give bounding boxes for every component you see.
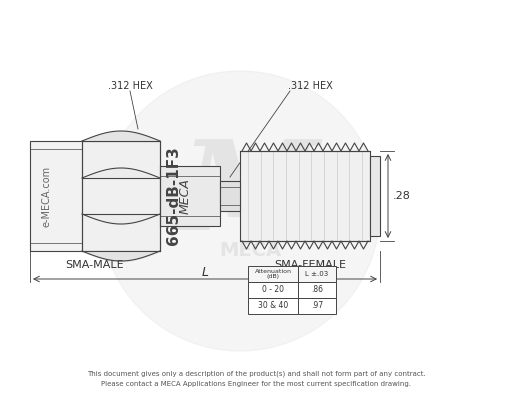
Text: .28: .28	[393, 191, 411, 201]
Text: M: M	[181, 135, 319, 257]
Text: .97: .97	[311, 301, 323, 310]
Text: Attenuation
(dB): Attenuation (dB)	[254, 268, 291, 280]
Bar	[160, 166, 220, 226]
Bar	[248, 298, 298, 314]
Text: MECA: MECA	[219, 242, 281, 261]
Text: SMA-FEMALE: SMA-FEMALE	[274, 260, 346, 270]
Text: 30 & 40: 30 & 40	[258, 301, 288, 310]
Bar	[298, 282, 336, 298]
Text: 665-dB-1F3: 665-dB-1F3	[165, 147, 181, 246]
Text: This document gives only a description of the product(s) and shall not form part: This document gives only a description o…	[87, 371, 425, 377]
Text: 0 - 20: 0 - 20	[262, 286, 284, 295]
Bar	[30, 141, 132, 251]
Bar	[248, 266, 298, 282]
Bar	[248, 282, 298, 298]
Text: L ±.03: L ±.03	[305, 271, 329, 277]
Bar	[298, 298, 336, 314]
Text: MECA: MECA	[179, 178, 191, 214]
Text: Please contact a MECA Applications Engineer for the most current specification d: Please contact a MECA Applications Engin…	[101, 381, 411, 387]
Bar	[370, 156, 380, 236]
Text: SMA-MALE: SMA-MALE	[66, 260, 124, 270]
Text: .312 HEX: .312 HEX	[108, 81, 153, 91]
Bar	[240, 151, 370, 241]
Bar	[82, 141, 160, 251]
Bar	[298, 266, 336, 282]
Text: .86: .86	[311, 286, 323, 295]
Text: L: L	[202, 267, 208, 280]
Bar	[220, 181, 240, 211]
Text: .312 HEX: .312 HEX	[288, 81, 332, 91]
Text: e-MECA.com: e-MECA.com	[41, 166, 51, 227]
Polygon shape	[100, 71, 380, 351]
